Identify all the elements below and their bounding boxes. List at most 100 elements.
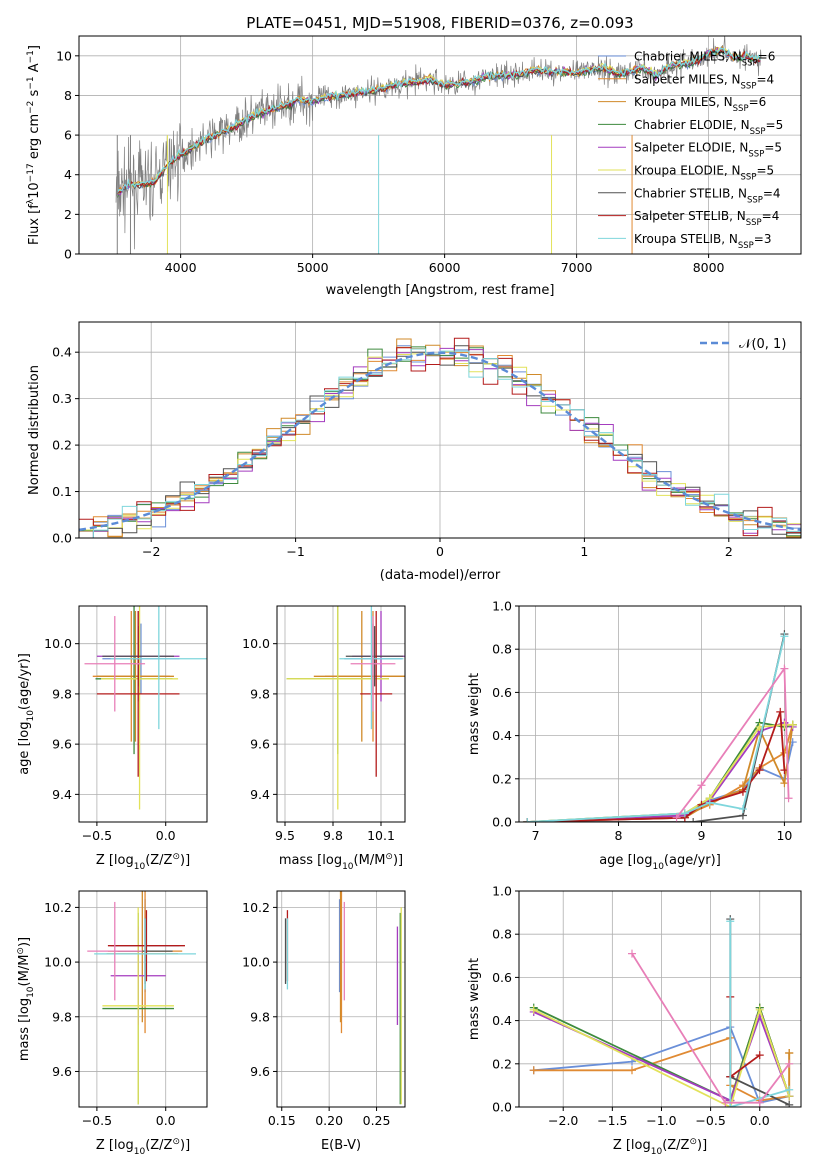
age_vs_mass-ytick-label: 9.6 xyxy=(250,737,270,752)
weight_vs_Z-ylabel: mass weight xyxy=(467,958,482,1040)
spectrum-ytick-label: 8 xyxy=(64,88,72,103)
spectrum-ytick-label: 0 xyxy=(64,247,72,262)
mass-weight-marker xyxy=(726,1103,735,1107)
mass-weight-marker xyxy=(785,1049,794,1057)
mass-weight-marker xyxy=(672,813,681,822)
weight_vs_Z-xtick-label: −2.0 xyxy=(548,1113,578,1128)
age_vs_mass-xtick-label: 9.5 xyxy=(275,828,295,843)
weight_vs_Z-ytick-label: 0.6 xyxy=(492,970,512,985)
legend-label: Salpeter STELIB, NSSP=4 xyxy=(634,209,779,228)
age_vs_Z-xtick-label: 0.0 xyxy=(156,828,176,843)
age_vs_mass-xtick-label: 10.1 xyxy=(367,828,395,843)
mass_vs_Z-ytick-label: 10.2 xyxy=(44,900,72,915)
mass_vs_Z-ytick-label: 10.0 xyxy=(44,955,72,970)
mass_vs_ebv-ytick-label: 9.6 xyxy=(250,1064,270,1079)
residuals-ytick-label: 0.0 xyxy=(52,531,72,546)
mass-weight-marker xyxy=(755,1005,764,1014)
age_vs_mass-frame xyxy=(276,605,406,823)
spectrum-ytick-label: 4 xyxy=(64,167,72,182)
mass-weight-marker xyxy=(738,787,747,796)
mass_vs_Z-xtick-label: −0.5 xyxy=(82,1113,112,1128)
age_vs_Z-ytick-label: 9.4 xyxy=(52,787,72,802)
mass-weight-line xyxy=(675,665,790,819)
legend-label: Chabrier MILES, NSSP=6 xyxy=(634,50,775,69)
legend-label: Chabrier ELODIE, NSSP=5 xyxy=(634,118,783,137)
residuals-axes: −2 −1 0 1 2 0.0 0.1 0.2 0.3 0.4 𝒩(0, 1) (data-model… xyxy=(27,321,802,583)
weight_vs_age-ytick-label: 0.0 xyxy=(492,815,512,830)
mass_vs_ebv-xtick-label: 0.20 xyxy=(315,1113,343,1128)
weight_vs_Z-axes: −2.0 −1.5 −1.0 −0.5 0.0 0.0 0.2 0.4 0.6 0.8 1.0 Z [… xyxy=(467,884,802,1157)
mass-weight-marker xyxy=(785,1100,794,1107)
age_vs_Z-grid xyxy=(79,606,207,822)
age_vs_mass-ytick-label: 10.0 xyxy=(242,636,270,651)
gaussian-curve xyxy=(79,351,801,532)
mass-weight-marker xyxy=(788,720,797,729)
mass_vs_ebv-ytick-label: 10.0 xyxy=(242,955,270,970)
mass-weight-marker xyxy=(627,949,636,958)
weight_vs_Z-xtick-label: 0.0 xyxy=(750,1113,770,1128)
spectrum-legend: Chabrier MILES, NSSP=6 Salpeter MILES, NS… xyxy=(598,50,783,251)
mass_vs_Z-frame xyxy=(78,890,208,1108)
mass_vs_ebv-axes: 0.15 0.20 0.25 9.6 9.8 10.0 10.2 E(B-V) xyxy=(242,890,406,1153)
mass_vs_ebv-plot-area xyxy=(284,891,402,1105)
spectrum-ytick-label: 10 xyxy=(56,48,72,63)
residuals-ytick-label: 0.4 xyxy=(52,345,72,360)
mass-weight-marker xyxy=(785,1059,794,1068)
spectrum-ylabel: Flux [fλ10−17 erg cm−2 s−1 A−1] xyxy=(26,45,42,245)
weight_vs_age-ytick-label: 1.0 xyxy=(492,599,512,614)
mass-weight-marker xyxy=(755,1051,764,1060)
mass-weight-marker xyxy=(529,1066,538,1075)
age_vs_Z-ytick-label: 9.6 xyxy=(52,737,72,752)
age_vs_mass-ytick-label: 9.8 xyxy=(250,686,270,701)
spectrum-frame xyxy=(78,35,802,255)
weight_vs_age-ytick-label: 0.6 xyxy=(492,685,512,700)
mass-weight-marker xyxy=(523,818,532,822)
mass_vs_Z-xtick-label: 0.0 xyxy=(156,1113,176,1128)
age_vs_mass-ytick-label: 9.4 xyxy=(250,787,270,802)
mass-weight-line xyxy=(533,1006,791,1107)
residuals-xtick-label: 0 xyxy=(436,544,444,559)
residuals-ytick-label: 0.3 xyxy=(52,391,72,406)
residuals-xtick-label: 2 xyxy=(725,544,733,559)
mass-weight-marker xyxy=(697,781,706,790)
mass-weight-line xyxy=(729,921,790,1107)
weight_vs_age-plot-area xyxy=(523,630,797,822)
weight_vs_Z-xtick-label: −0.5 xyxy=(695,1113,725,1128)
weight_vs_age-ytick-label: 0.2 xyxy=(492,771,512,786)
residuals-frame xyxy=(78,321,802,539)
age_vs_Z-xtick-label: −0.5 xyxy=(82,828,112,843)
mass-weight-marker xyxy=(738,805,747,814)
mass-weight-marker xyxy=(705,798,714,807)
weight_vs_Z-ytick-label: 1.0 xyxy=(492,884,512,899)
residuals-xlabel: (data-model)/error xyxy=(380,568,501,583)
spectrum-xtick-label: 6000 xyxy=(429,260,461,275)
mass_vs_ebv-frame xyxy=(276,890,406,1108)
age_vs_mass-grid xyxy=(277,606,405,822)
gaussian-legend-label: 𝒩(0, 1) xyxy=(739,337,786,352)
mass_vs_ebv-xlabel: E(B-V) xyxy=(321,1138,361,1153)
mass_vs_ebv-ytick-label: 10.2 xyxy=(242,900,270,915)
mass-weight-marker xyxy=(780,632,789,641)
weight_vs_Z-xtick-label: −1.0 xyxy=(646,1113,676,1128)
legend-label: Salpeter MILES, NSSP=4 xyxy=(634,72,774,91)
age_vs_Z-ytick-label: 10.0 xyxy=(44,636,72,651)
mass-weight-marker xyxy=(784,794,793,803)
mass_vs_Z-xlabel: Z [log10(Z/Z⊙)] xyxy=(96,1137,190,1157)
mass-weight-marker xyxy=(755,1098,764,1107)
age_vs_Z-ylabel: age [log10(age/yr)] xyxy=(17,653,36,775)
residuals-ytick-label: 0.1 xyxy=(52,484,72,499)
weight_vs_Z-ytick-label: 0.2 xyxy=(492,1056,512,1071)
spectrum-model-line xyxy=(116,47,761,194)
spectrum-xtick-label: 5000 xyxy=(297,260,329,275)
mass_vs_ebv-xtick-label: 0.25 xyxy=(363,1113,391,1128)
age_vs_Z-ytick-label: 9.8 xyxy=(52,686,72,701)
weight_vs_age-frame xyxy=(518,605,802,823)
age_vs_Z-plot-area xyxy=(84,606,207,810)
residuals-xtick-label: 1 xyxy=(580,544,588,559)
age_vs_mass-axes: 9.5 9.8 10.1 9.4 9.6 9.8 10.0 mass [log10(M/M⊙)… xyxy=(242,605,406,872)
weight_vs_Z-xtick-label: −1.5 xyxy=(597,1113,627,1128)
spectrum-ytick-label: 6 xyxy=(64,128,72,143)
weight_vs_Z-ytick-label: 0.0 xyxy=(492,1100,512,1115)
mass-weight-marker xyxy=(529,1005,538,1014)
